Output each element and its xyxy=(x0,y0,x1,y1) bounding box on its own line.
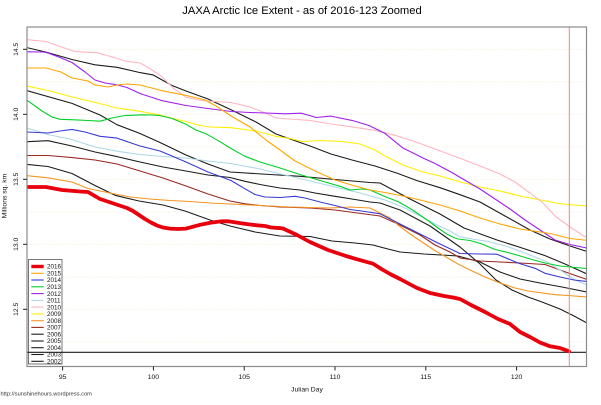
svg-text:Millions sq. km: Millions sq. km xyxy=(2,173,9,218)
svg-text:2014: 2014 xyxy=(47,277,62,284)
svg-text:13.5: 13.5 xyxy=(13,172,20,185)
svg-text:2002: 2002 xyxy=(47,359,62,366)
svg-text:2007: 2007 xyxy=(47,325,62,332)
svg-text:2003: 2003 xyxy=(47,352,62,359)
svg-text:http://sunshinehours.wordpress: http://sunshinehours.wordpress.com xyxy=(1,392,93,398)
svg-text:95: 95 xyxy=(59,374,67,381)
svg-text:2015: 2015 xyxy=(47,271,62,278)
svg-text:2016: 2016 xyxy=(47,264,62,271)
svg-text:2008: 2008 xyxy=(47,318,62,325)
svg-text:2004: 2004 xyxy=(47,345,62,352)
svg-text:13.0: 13.0 xyxy=(13,237,20,250)
svg-text:2010: 2010 xyxy=(47,304,62,311)
svg-text:115: 115 xyxy=(420,374,431,381)
svg-text:110: 110 xyxy=(330,374,341,381)
svg-text:2013: 2013 xyxy=(47,284,62,291)
svg-text:14.5: 14.5 xyxy=(13,42,20,55)
svg-text:105: 105 xyxy=(239,374,251,381)
svg-text:2011: 2011 xyxy=(47,298,61,305)
svg-text:14.0: 14.0 xyxy=(13,107,20,120)
svg-text:Julian Day: Julian Day xyxy=(291,387,323,394)
svg-text:120: 120 xyxy=(511,374,523,381)
svg-text:2006: 2006 xyxy=(47,331,62,338)
svg-text:2005: 2005 xyxy=(47,338,62,345)
svg-text:2012: 2012 xyxy=(47,291,62,298)
svg-text:100: 100 xyxy=(148,374,160,381)
svg-text:12.5: 12.5 xyxy=(13,302,20,315)
svg-text:2009: 2009 xyxy=(47,311,62,318)
svg-text:JAXA Arctic Ice Extent - as of: JAXA Arctic Ice Extent - as of 2016-123 … xyxy=(182,5,421,17)
